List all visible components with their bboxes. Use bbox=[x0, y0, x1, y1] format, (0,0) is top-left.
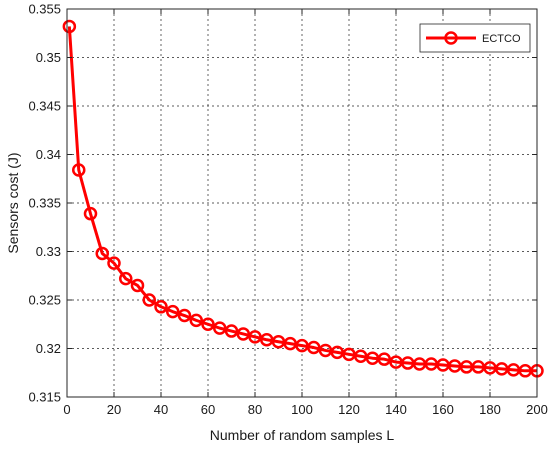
x-tick-label: 160 bbox=[432, 402, 454, 417]
y-tick-label: 0.355 bbox=[28, 2, 61, 17]
legend-marker bbox=[444, 31, 458, 45]
data-point bbox=[213, 321, 227, 335]
data-point bbox=[130, 278, 145, 293]
y-tick-label: 0.35 bbox=[36, 50, 61, 65]
grid bbox=[67, 9, 537, 397]
x-tick-label: 200 bbox=[526, 402, 548, 417]
y-tick-label: 0.32 bbox=[36, 341, 61, 356]
y-tick-label: 0.34 bbox=[36, 147, 61, 162]
data-point bbox=[166, 304, 180, 319]
x-tick-label: 100 bbox=[291, 402, 313, 417]
data-point bbox=[83, 206, 98, 221]
data-point bbox=[142, 293, 156, 307]
y-axis-title: Sensors cost (J) bbox=[5, 152, 21, 253]
data-point bbox=[62, 19, 77, 34]
data-point bbox=[236, 327, 250, 341]
x-tick-label: 140 bbox=[385, 402, 407, 417]
data-point bbox=[377, 352, 391, 366]
data-point bbox=[107, 256, 121, 270]
x-tick-label: 0 bbox=[63, 402, 70, 417]
data-point bbox=[72, 163, 86, 177]
x-tick-label: 60 bbox=[201, 402, 215, 417]
x-tick-label: 20 bbox=[107, 402, 121, 417]
y-tick-label: 0.325 bbox=[28, 293, 61, 308]
axis-ticks: 0 20 40 60 80 100 120 140 160 180 200 0.315 0.32 0.32… bbox=[28, 2, 547, 418]
y-tick-label: 0.33 bbox=[36, 244, 61, 259]
data-point bbox=[119, 271, 133, 286]
legend: ECTCO bbox=[419, 23, 531, 53]
data-point bbox=[95, 246, 109, 261]
y-tick-label: 0.315 bbox=[28, 390, 61, 405]
data-point bbox=[224, 324, 239, 338]
x-tick-label: 40 bbox=[154, 402, 168, 417]
data-point bbox=[189, 313, 203, 328]
data-point bbox=[154, 300, 168, 314]
y-tick-label: 0.335 bbox=[28, 196, 61, 211]
legend-label-ectco: ECTCO bbox=[482, 33, 521, 45]
data-point bbox=[177, 308, 192, 323]
x-axis-title: Number of random samples L bbox=[210, 427, 395, 443]
x-tick-label: 180 bbox=[479, 402, 501, 417]
x-tick-label: 120 bbox=[338, 402, 360, 417]
data-point bbox=[201, 317, 215, 331]
data-point bbox=[248, 330, 262, 344]
y-tick-label: 0.345 bbox=[28, 99, 61, 114]
data-point bbox=[307, 340, 321, 355]
x-tick-label: 80 bbox=[248, 402, 262, 417]
